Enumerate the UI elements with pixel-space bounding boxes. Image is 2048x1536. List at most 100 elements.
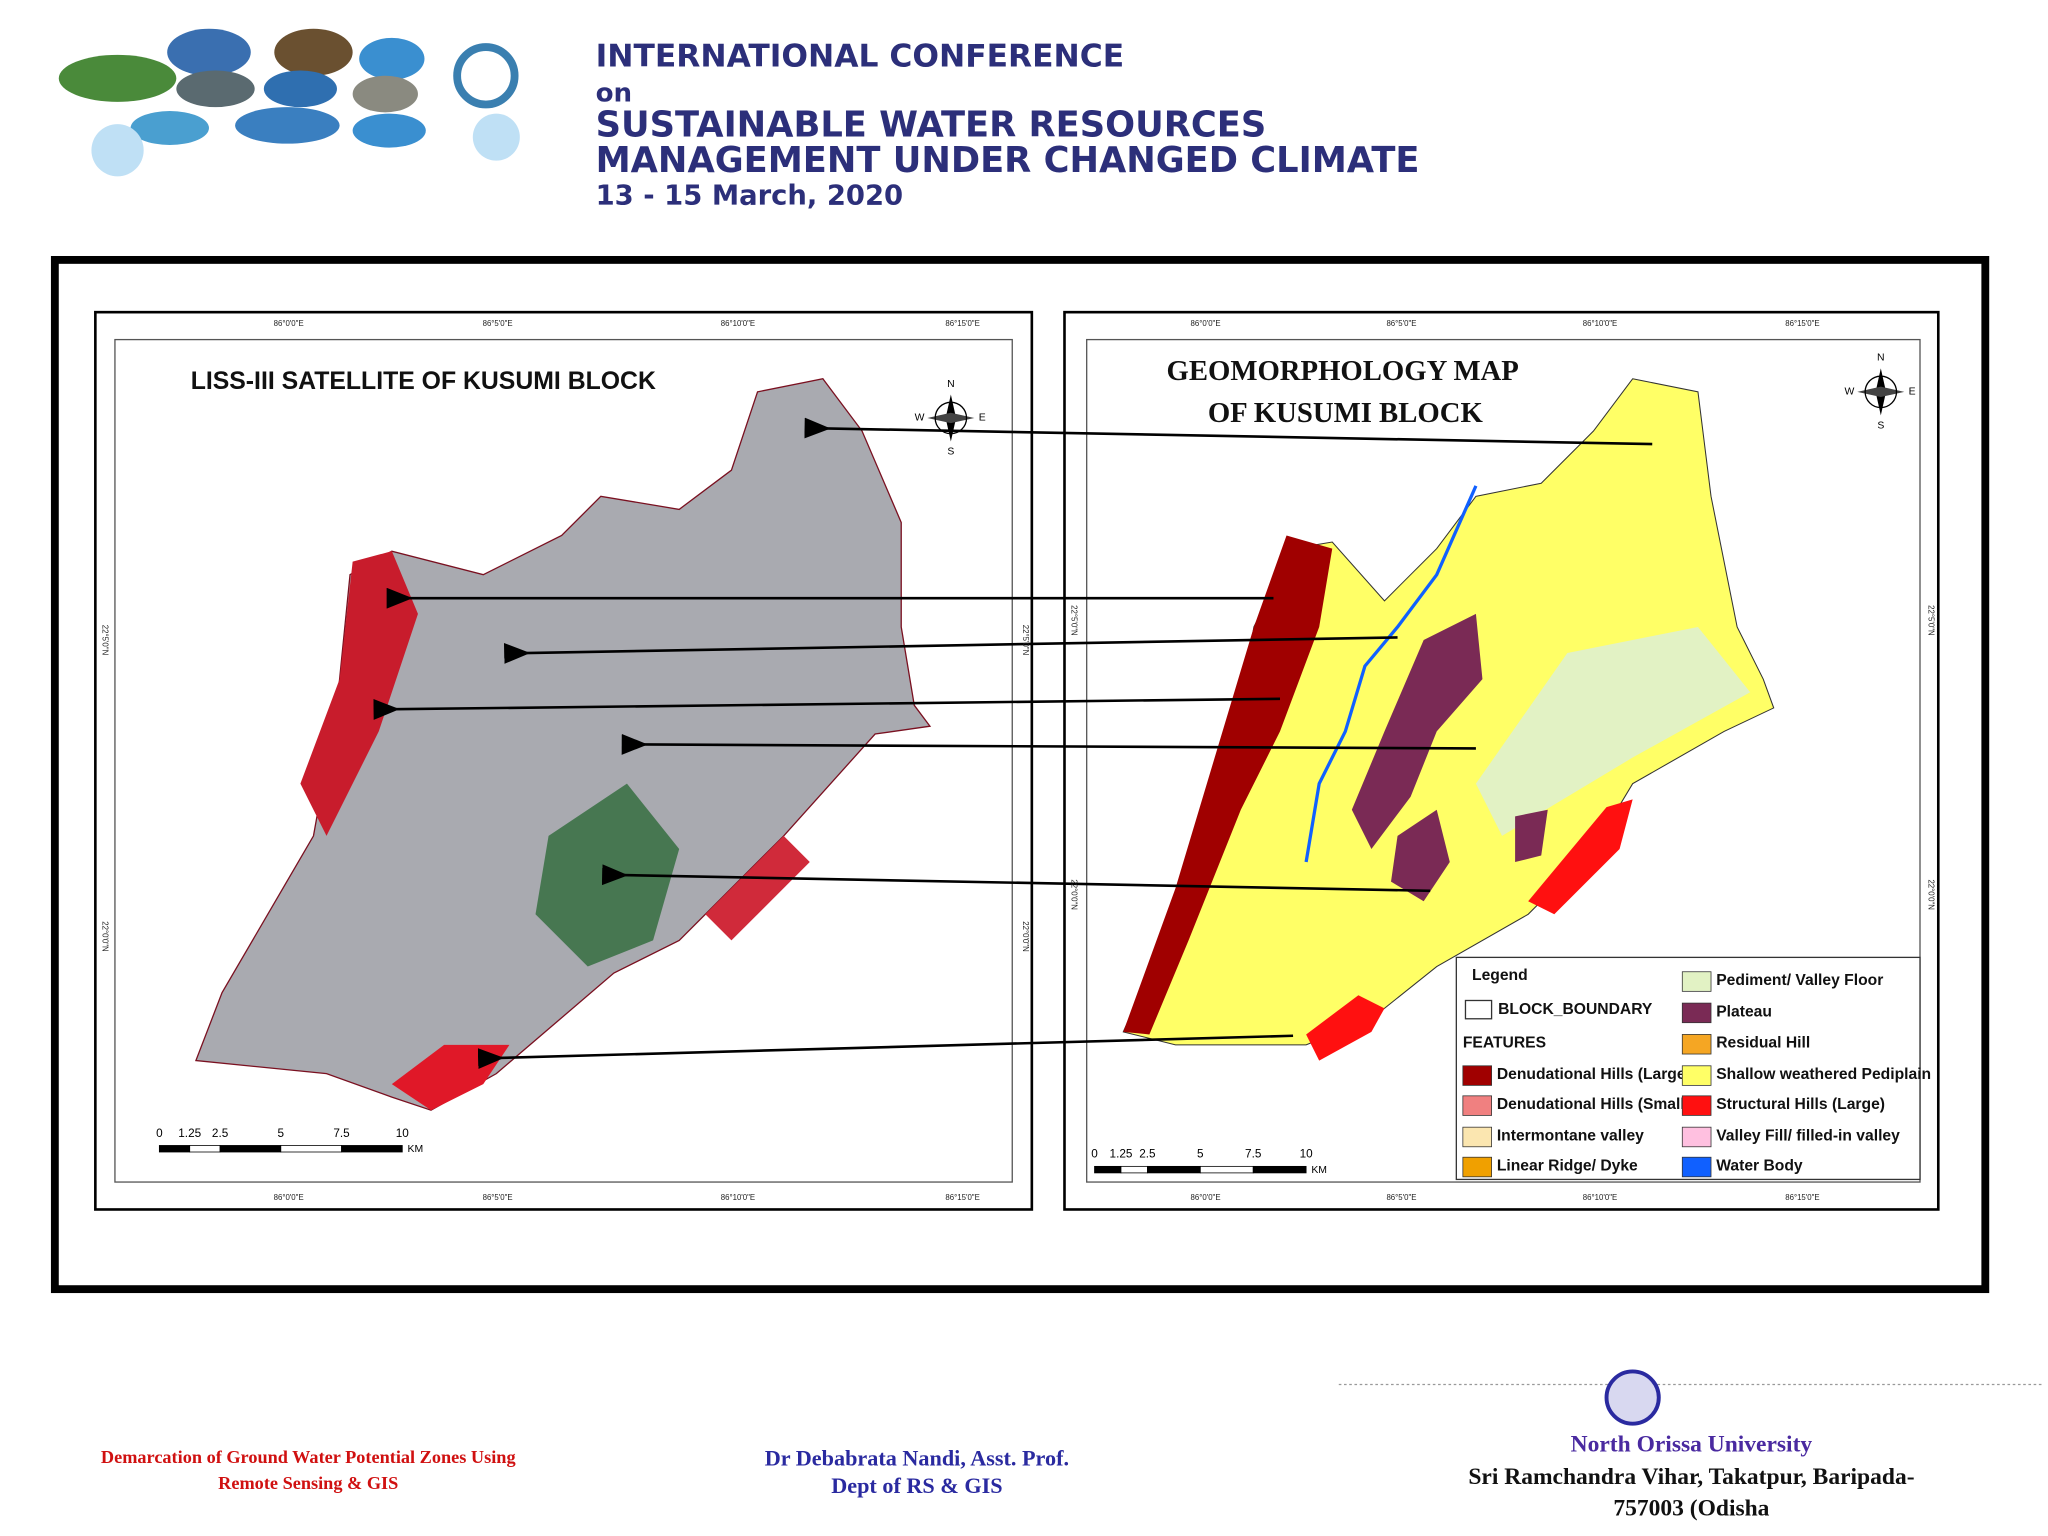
compass-letter: S: [947, 447, 954, 458]
legend-label: Water Body: [1716, 1158, 1803, 1175]
geomorph-denudational: [1123, 535, 1333, 1035]
legend-swatch: [1681, 1065, 1712, 1086]
footer-text: Demarcation of Ground Water Potential Zo…: [101, 1447, 516, 1467]
footer: Demarcation of Ground Water Potential Zo…: [101, 1369, 2045, 1521]
university-logo: [1604, 1369, 1661, 1426]
map-title: GEOMORPHOLOGY MAP: [1167, 355, 1519, 387]
scale-label: 1.25: [1110, 1148, 1133, 1161]
scale-label: 7.5: [1245, 1148, 1262, 1161]
scale-bar: [341, 1145, 403, 1153]
header-line: SUSTAINABLE WATER RESOURCES: [596, 105, 1267, 146]
footer-text: Sri Ramchandra Vihar, Takatpur, Baripada…: [1468, 1464, 1914, 1490]
map-title: OF KUSUMI BLOCK: [1208, 397, 1484, 429]
longitude-label: 86°10'0"E: [721, 319, 755, 328]
legend-label: Structural Hills (Large): [1716, 1096, 1885, 1113]
legend-swatch: [1681, 971, 1712, 992]
legend-label: Intermontane valley: [1497, 1127, 1644, 1144]
scale-bar: [280, 1145, 342, 1153]
scale-label: 2.5: [1139, 1148, 1156, 1161]
scale-label: 1.25: [178, 1127, 201, 1140]
legend-label: Residual Hill: [1716, 1035, 1810, 1052]
longitude-label: 86°15'0"E: [945, 1193, 979, 1202]
longitude-label: 86°5'0"E: [483, 319, 513, 328]
legend-swatch: [1462, 1126, 1492, 1148]
scale-unit: KM: [1311, 1165, 1327, 1176]
latitude-label: 22°5'0"N: [1070, 605, 1079, 636]
compass-letter: S: [1877, 421, 1884, 432]
scale-unit: KM: [408, 1144, 424, 1155]
compass: [934, 401, 968, 435]
footer-text: Dr Debabrata Nandi, Asst. Prof.: [765, 1445, 1069, 1470]
longitude-label: 86°5'0"E: [1386, 319, 1416, 328]
logo: [58, 28, 520, 177]
legend-label: Linear Ridge/ Dyke: [1497, 1158, 1638, 1175]
longitude-label: 86°10'0"E: [721, 1193, 755, 1202]
compass-letter: W: [915, 413, 925, 424]
longitude-label: 86°0'0"E: [1191, 319, 1221, 328]
scale-bar: [1199, 1165, 1254, 1174]
legend-swatch: [1462, 1095, 1492, 1116]
legend-label: Denudational Hills (Large): [1497, 1066, 1691, 1083]
scale-bar: [189, 1145, 221, 1153]
scale-bar: [1147, 1165, 1201, 1174]
longitude-label: 86°15'0"E: [1785, 319, 1819, 328]
legend-label: BLOCK_BOUNDARY: [1498, 1001, 1653, 1018]
longitude-label: 86°0'0"E: [1191, 1193, 1221, 1202]
scale-label: 5: [1197, 1148, 1204, 1161]
longitude-label: 86°5'0"E: [1386, 1193, 1416, 1202]
longitude-label: 86°10'0"E: [1583, 1193, 1617, 1202]
compass-letter: W: [1845, 387, 1855, 398]
compass-letter: E: [979, 413, 986, 424]
geomorph-plateau: [1515, 809, 1548, 863]
legend-swatch: [1464, 999, 1493, 1020]
scale-label: 0: [1091, 1148, 1098, 1161]
arrows: [373, 417, 1653, 1069]
legend-label: Pediment/ Valley Floor: [1716, 972, 1883, 989]
compass-letter: E: [1909, 387, 1916, 398]
latitude-label: 22°0'0"N: [1926, 879, 1935, 910]
latitude-label: 22°0'0"N: [1070, 879, 1079, 910]
latitude-label: 22°5'0"N: [100, 625, 109, 656]
longitude-label: 86°0'0"E: [274, 319, 304, 328]
legend-label: Shallow weathered Pediplain: [1716, 1066, 1931, 1083]
header-line: on: [596, 79, 633, 109]
footer-text: 757003 (Odisha: [1613, 1495, 1769, 1521]
header-date: 13 - 15 March, 2020: [596, 181, 904, 212]
scale-label: 5: [278, 1127, 285, 1140]
longitude-label: 86°15'0"E: [1785, 1193, 1819, 1202]
red-zone: [705, 835, 810, 941]
geomorph-plateau: [1351, 613, 1483, 849]
longitude-label: 86°15'0"E: [945, 319, 979, 328]
legend-swatch: [1681, 1156, 1712, 1178]
header-line: INTERNATIONAL CONFERENCE: [596, 38, 1125, 74]
compass: [1864, 375, 1898, 409]
footer-text: North Orissa University: [1571, 1431, 1813, 1457]
red-zone: [300, 551, 418, 836]
scale-bar: [1094, 1165, 1122, 1174]
longitude-label: 86°0'0"E: [274, 1193, 304, 1202]
scale-bar: [158, 1145, 191, 1153]
legend-swatch: [1681, 1002, 1712, 1024]
latitude-label: 22°0'0"N: [1021, 921, 1030, 952]
scale-label: 2.5: [212, 1127, 229, 1140]
legend-subtitle: FEATURES: [1463, 1035, 1546, 1052]
scale-bar: [219, 1145, 282, 1153]
legend-swatch: [1681, 1034, 1712, 1055]
scale-bar: [1252, 1165, 1307, 1174]
footer-text: Remote Sensing & GIS: [218, 1473, 398, 1493]
legend-label: Valley Fill/ filled-in valley: [1716, 1127, 1900, 1144]
latitude-label: 22°5'0"N: [1021, 625, 1030, 656]
scale-label: 0: [156, 1127, 163, 1140]
legend-swatch: [1681, 1095, 1712, 1116]
scale-bar: [1120, 1165, 1148, 1174]
legend-swatch: [1462, 1156, 1492, 1178]
legend-label: Plateau: [1716, 1003, 1772, 1020]
scale-label: 10: [1300, 1148, 1314, 1161]
compass: [1857, 386, 1905, 398]
legend-label: Denudational Hills (Small): [1497, 1096, 1690, 1113]
header-line: MANAGEMENT UNDER CHANGED CLIMATE: [596, 140, 1420, 181]
map-title: LISS-III SATELLITE OF KUSUMI BLOCK: [191, 368, 656, 395]
river: [1304, 485, 1478, 863]
latitude-label: 22°0'0"N: [100, 921, 109, 952]
